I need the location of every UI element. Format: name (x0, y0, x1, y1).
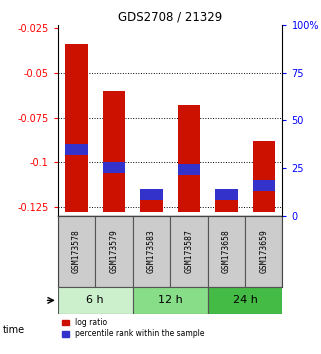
Bar (170, 216, 208, 287)
Bar (133, 216, 170, 287)
Bar (103, 91, 125, 212)
Bar (208, 216, 245, 287)
Text: GSM173579: GSM173579 (109, 229, 118, 273)
Bar (178, 105, 200, 212)
Bar (253, 141, 275, 212)
Bar (65, 144, 88, 155)
Text: 12 h: 12 h (158, 295, 183, 306)
Bar (178, 164, 200, 175)
Bar (208, 287, 282, 314)
Title: GDS2708 / 21329: GDS2708 / 21329 (118, 11, 222, 24)
Text: GSM173578: GSM173578 (72, 229, 81, 273)
Bar (95, 216, 133, 287)
Text: GSM173658: GSM173658 (222, 229, 231, 273)
Text: GSM173659: GSM173659 (259, 229, 268, 273)
Bar (133, 287, 208, 314)
Legend: log ratio, percentile rank within the sample: log ratio, percentile rank within the sa… (62, 317, 206, 339)
Bar (215, 194, 238, 212)
Bar (140, 189, 163, 200)
Text: GSM173583: GSM173583 (147, 229, 156, 273)
Bar (103, 162, 125, 173)
Text: GSM173587: GSM173587 (184, 229, 193, 273)
Text: time: time (3, 325, 25, 335)
Bar (215, 189, 238, 200)
Bar (58, 287, 133, 314)
Text: 6 h: 6 h (86, 295, 104, 306)
Bar (245, 216, 282, 287)
Bar (253, 180, 275, 191)
Text: 24 h: 24 h (233, 295, 257, 306)
Bar (140, 194, 163, 212)
Bar (65, 44, 88, 212)
Bar (58, 216, 95, 287)
